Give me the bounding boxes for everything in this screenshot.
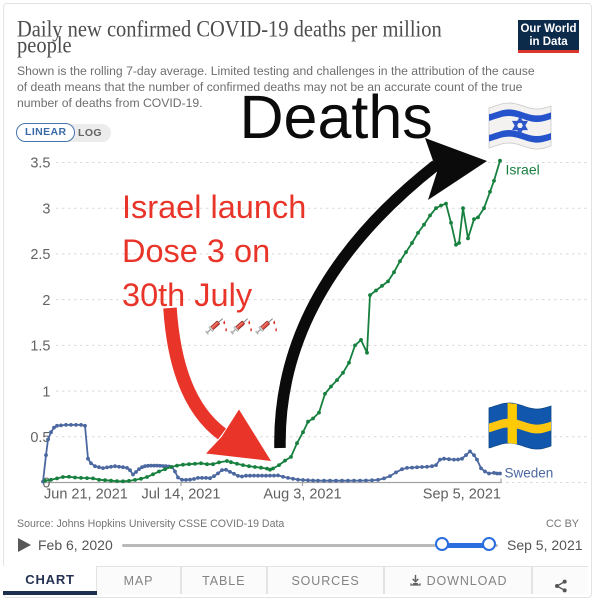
svg-text:Dose 3 on: Dose 3 on [122,233,270,269]
svg-text:Jun 21, 2021: Jun 21, 2021 [44,487,128,503]
svg-text:Aug 3, 2021: Aug 3, 2021 [263,487,341,503]
svg-text:2.5: 2.5 [30,247,50,263]
svg-text:Sep 5, 2021: Sep 5, 2021 [423,487,501,503]
svg-text:3: 3 [42,201,50,217]
svg-text:0: 0 [42,476,50,492]
svg-text:Sweden: Sweden [505,466,554,481]
svg-text:0.5: 0.5 [30,430,50,446]
svg-text:2: 2 [42,293,50,309]
svg-text:30th July: 30th July [122,277,253,313]
svg-text:1: 1 [42,384,50,400]
svg-text:Israel: Israel [506,162,540,178]
svg-text:3.5: 3.5 [30,156,50,172]
svg-text:Deaths: Deaths [240,83,433,151]
svg-text:Jul 14, 2021: Jul 14, 2021 [141,487,220,503]
svg-text:1.5: 1.5 [30,339,50,355]
svg-text:Israel launch: Israel launch [122,189,306,225]
